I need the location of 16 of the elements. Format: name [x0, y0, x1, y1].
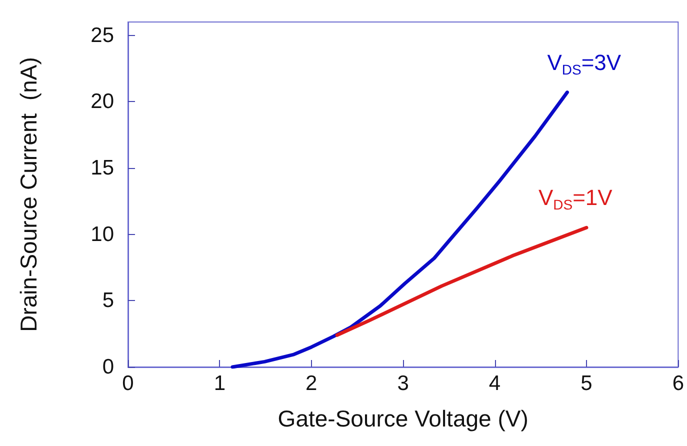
line-series	[335, 226, 588, 337]
y-tick-label: 25	[90, 24, 114, 47]
x-tick-label: 3	[397, 372, 409, 395]
y-tick-label: 5	[102, 289, 114, 312]
x-tick-label: 2	[306, 372, 318, 395]
y-tick-label: 15	[90, 156, 114, 180]
y-tick-label: 20	[90, 90, 114, 114]
y-axis-title: Drain-Source Current (nA)	[16, 57, 42, 332]
y-tick-label: 0	[102, 356, 114, 378]
x-tick-label: 0	[122, 372, 134, 395]
y-tick-label: 10	[90, 222, 114, 246]
x-tick-label: 5	[580, 372, 592, 395]
x-tick-label: 1	[214, 372, 226, 395]
x-tick-label: 6	[672, 372, 684, 395]
x-tick-label: 4	[488, 372, 501, 395]
x-axis-title: Gate-Source Voltage (V)	[278, 406, 528, 432]
